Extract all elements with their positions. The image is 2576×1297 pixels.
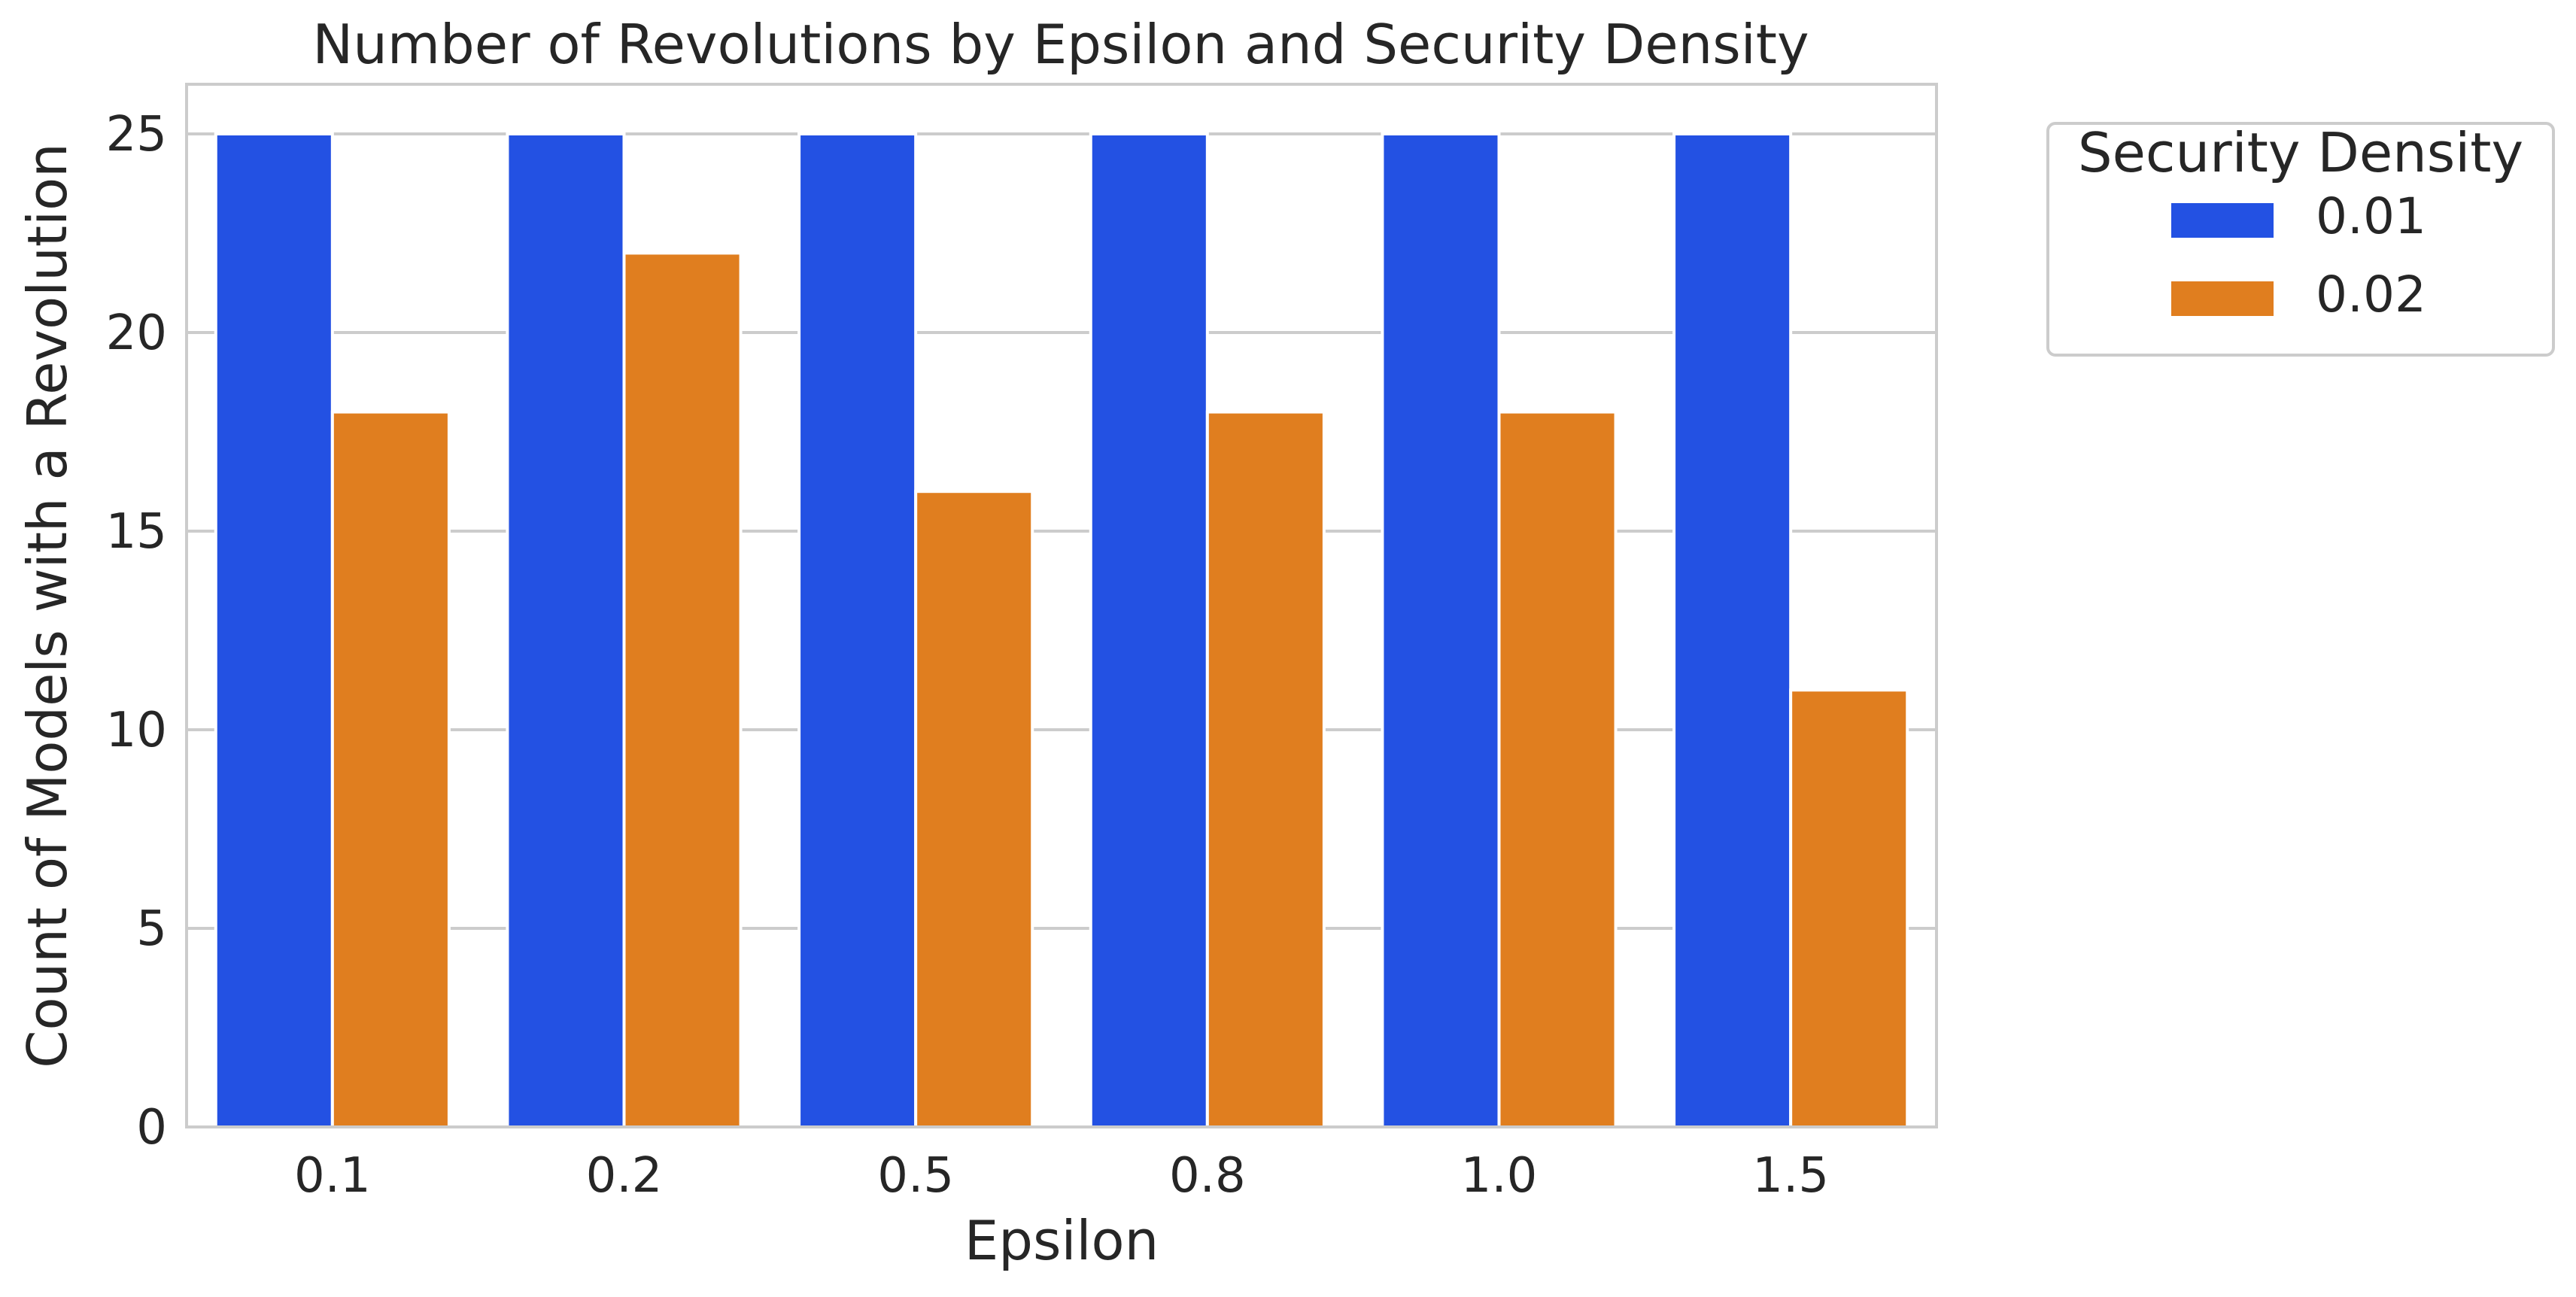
bar-0.5-0.01 xyxy=(797,132,918,1128)
x-tick-label: 1.5 xyxy=(1752,1148,1829,1204)
bar-1.0-0.02 xyxy=(1497,410,1618,1128)
legend-swatch-0.01 xyxy=(2171,203,2274,238)
x-tick-label: 0.2 xyxy=(586,1148,663,1204)
x-axis-label: Epsilon xyxy=(964,1209,1159,1272)
bar-0.1-0.02 xyxy=(330,410,451,1128)
x-tick-label: 0.5 xyxy=(877,1148,954,1204)
y-tick-label: 5 xyxy=(136,901,167,957)
y-tick-label: 15 xyxy=(106,504,167,560)
legend-items: 0.01 0.02 xyxy=(2171,187,2426,323)
legend-label-0.02: 0.02 xyxy=(2316,266,2426,323)
legend-label-0.01: 0.01 xyxy=(2316,187,2426,245)
y-tick-label: 10 xyxy=(106,703,167,758)
bar-0.5-0.02 xyxy=(914,490,1034,1128)
y-axis-label: Count of Models with a Revolution xyxy=(16,143,79,1068)
bar-0.8-0.01 xyxy=(1089,132,1209,1128)
legend-title: Security Density xyxy=(2078,121,2523,184)
x-tick-label: 1.0 xyxy=(1461,1148,1538,1204)
bar-1.5-0.02 xyxy=(1789,688,1909,1128)
bar-0.2-0.02 xyxy=(622,251,743,1128)
x-tick-labels: 0.1 0.2 0.5 0.8 1.0 1.5 xyxy=(294,1148,1829,1204)
bar-0.2-0.01 xyxy=(506,132,626,1128)
bar-0.8-0.02 xyxy=(1205,410,1326,1128)
y-tick-label: 20 xyxy=(106,305,167,361)
y-tick-label: 0 xyxy=(136,1100,167,1156)
plot-frame xyxy=(185,83,1938,1128)
y-tick-labels: 0 5 10 15 20 25 xyxy=(106,107,167,1156)
x-tick-label: 0.1 xyxy=(294,1148,371,1204)
legend: Security Density 0.01 0.02 xyxy=(2046,121,2555,357)
bar-1.0-0.01 xyxy=(1381,132,1501,1128)
bar-1.5-0.01 xyxy=(1672,132,1793,1128)
chart-title: Number of Revolutions by Epsilon and Sec… xyxy=(312,13,1809,76)
bar-0.1-0.01 xyxy=(214,132,334,1128)
x-tick-label: 0.8 xyxy=(1169,1148,1246,1204)
bars xyxy=(214,132,1909,1128)
legend-swatch-0.02 xyxy=(2171,281,2274,316)
y-tick-label: 25 xyxy=(106,107,167,163)
